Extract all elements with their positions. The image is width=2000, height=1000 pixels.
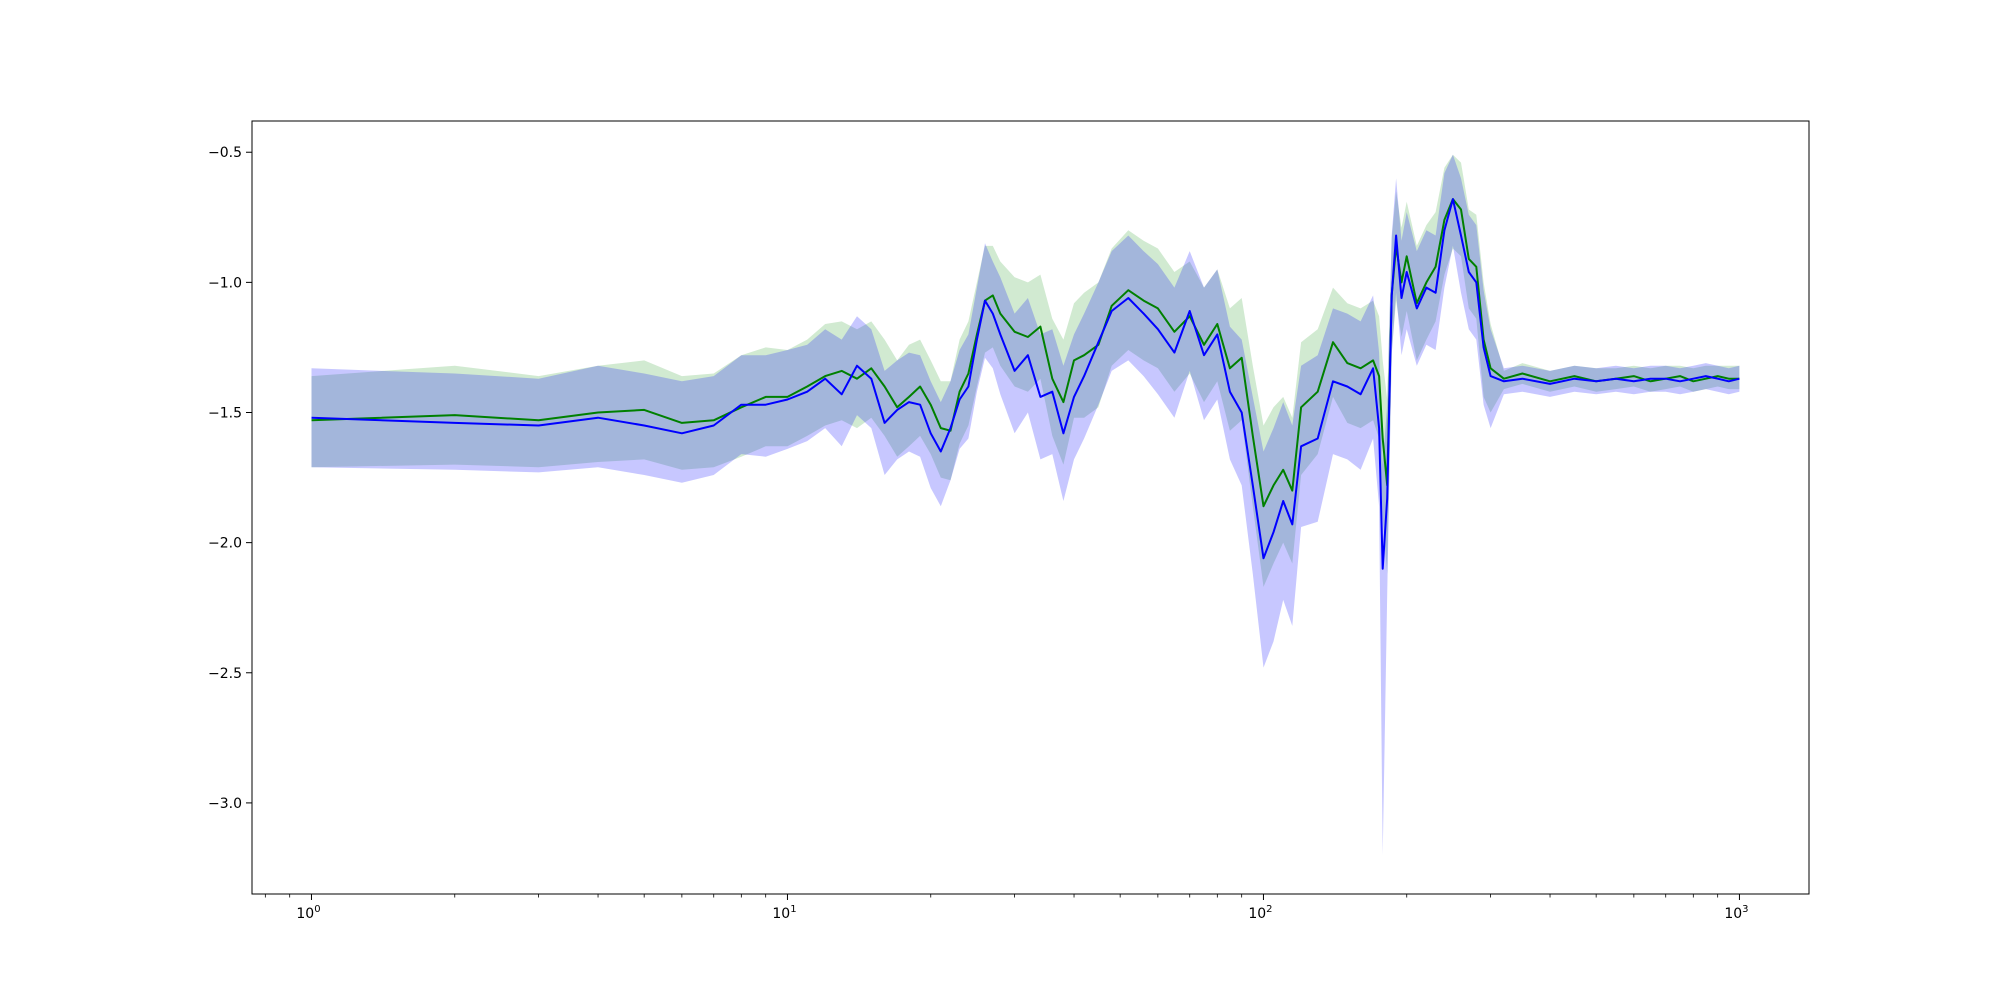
plot-frame xyxy=(251,120,1810,895)
x-tick-label: 101 xyxy=(772,904,796,922)
y-tick-label: −3.0 xyxy=(208,796,242,812)
confidence-bands xyxy=(311,154,1740,856)
series-lines xyxy=(311,198,1740,570)
series-2-line xyxy=(311,198,1740,570)
y-tick-label: −2.5 xyxy=(208,666,242,682)
x-tick-label: 103 xyxy=(1724,904,1748,922)
series-1-line xyxy=(311,198,1740,508)
y-tick-label: −2.0 xyxy=(208,536,242,552)
y-tick-label: −0.5 xyxy=(208,145,242,161)
series-2-band xyxy=(311,154,1740,856)
x-tick-label: 100 xyxy=(296,904,320,922)
x-tick-label: 102 xyxy=(1248,904,1272,922)
y-axis: −0.5 −1.0 −1.5 −2.0 −2.5 −3.0 xyxy=(208,145,252,812)
y-tick-label: −1.0 xyxy=(208,275,242,291)
y-tick-label: −1.5 xyxy=(208,406,242,422)
series-1-band xyxy=(311,154,1740,587)
x-axis: 100 101 102 103 xyxy=(264,894,1749,922)
